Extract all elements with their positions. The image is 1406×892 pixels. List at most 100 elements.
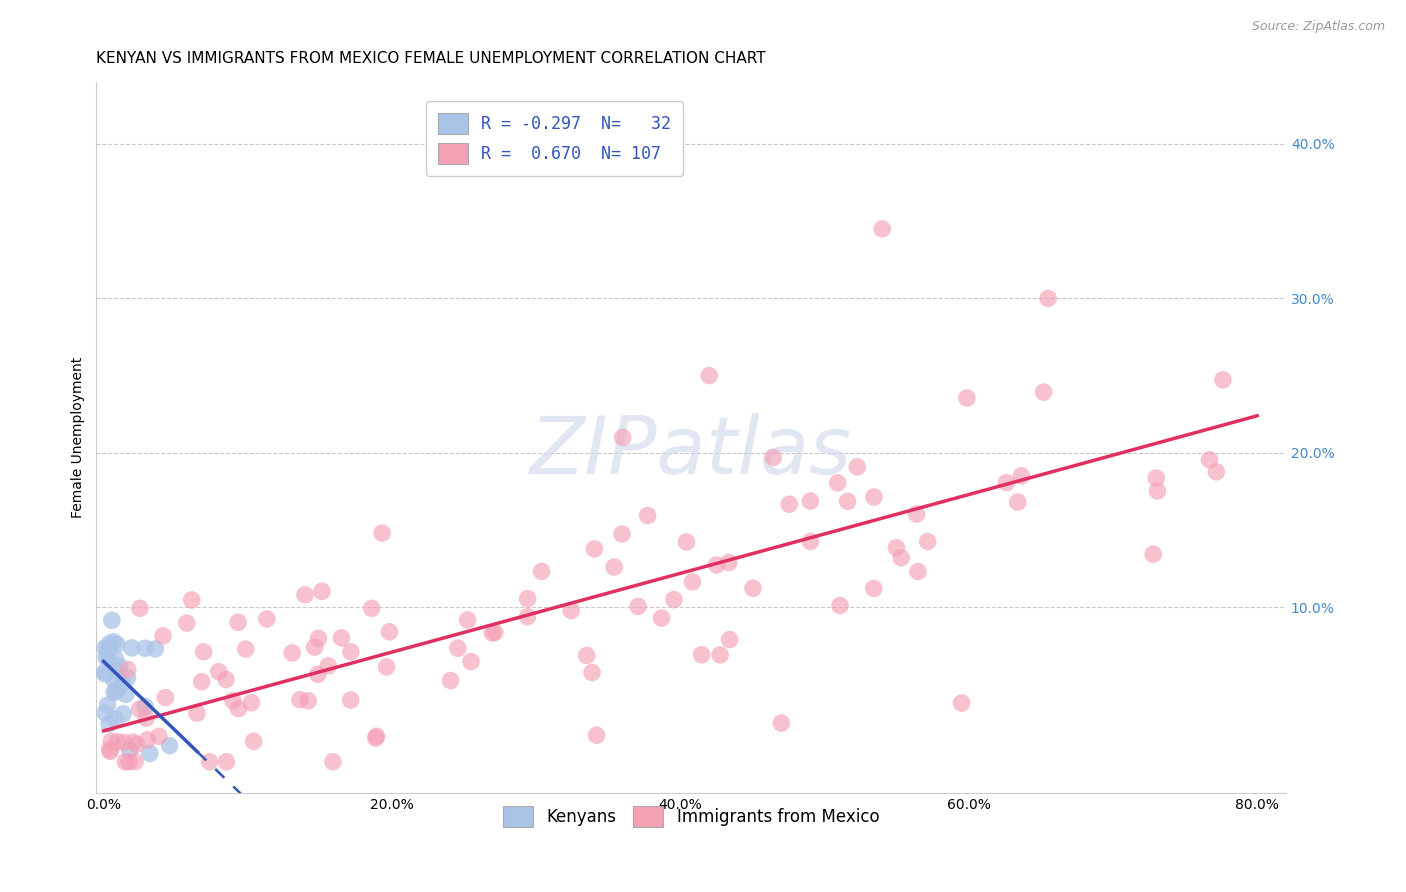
Point [297,694,319,708]
Point [176,616,198,631]
Text: Source: ZipAtlas.com: Source: ZipAtlas.com [1251,20,1385,33]
Point [717,556,740,570]
Point [118,743,141,757]
Point [117,671,139,685]
Point [778,497,800,511]
Point [662,592,685,607]
Point [870,222,893,236]
Point [103,635,125,649]
Text: ZIPatlas: ZIPatlas [530,413,852,491]
Point [890,550,912,565]
Point [288,692,311,706]
Point [308,632,330,646]
Point [439,673,461,688]
Point [125,738,148,752]
Point [697,368,720,383]
Point [516,609,538,624]
Point [917,534,939,549]
Point [112,706,135,721]
Point [190,674,212,689]
Point [581,665,603,680]
Point [121,640,143,655]
Point [193,645,215,659]
Point [316,658,339,673]
Point [447,641,470,656]
Point [799,534,821,549]
Point [145,641,167,656]
Point [97,651,120,665]
Point [256,612,278,626]
Point [124,755,146,769]
Point [101,613,124,627]
Point [610,527,633,541]
Point [1212,373,1234,387]
Point [1146,484,1168,499]
Point [112,735,135,749]
Point [1144,471,1167,485]
Point [516,591,538,606]
Point [530,565,553,579]
Point [103,685,125,699]
Point [104,684,127,698]
Point [1010,468,1032,483]
Point [846,459,869,474]
Point [222,693,245,707]
Point [1142,547,1164,561]
Point [612,430,634,444]
Point [340,645,363,659]
Point [675,535,697,549]
Point [862,582,884,596]
Point [186,706,208,721]
Point [215,755,238,769]
Point [995,475,1018,490]
Point [718,632,741,647]
Point [155,690,177,705]
Point [128,601,150,615]
Point [98,637,121,651]
Point [575,648,598,663]
Point [366,729,388,743]
Point [770,716,793,731]
Point [208,665,231,679]
Point [103,673,125,688]
Point [481,626,503,640]
Point [828,599,851,613]
Point [583,541,606,556]
Point [827,475,849,490]
Point [104,712,127,726]
Point [360,601,382,615]
Point [690,648,713,662]
Point [650,611,672,625]
Point [378,624,401,639]
Point [322,755,344,769]
Point [94,640,117,655]
Point [863,490,886,504]
Point [706,558,728,572]
Point [240,696,263,710]
Point [139,747,162,761]
Point [457,613,479,627]
Point [98,742,121,756]
Point [159,739,181,753]
Point [637,508,659,523]
Point [837,494,859,508]
Point [627,599,650,614]
Point [134,641,156,656]
Point [304,640,326,655]
Point [148,729,170,743]
Point [114,755,136,769]
Point [742,581,765,595]
Point [762,450,785,465]
Point [603,560,626,574]
Point [135,711,157,725]
Point [1036,291,1059,305]
Point [364,731,387,745]
Point [117,663,139,677]
Point [114,687,136,701]
Legend: Kenyans, Immigrants from Mexico: Kenyans, Immigrants from Mexico [496,799,886,834]
Point [1032,385,1054,400]
Point [242,734,264,748]
Point [128,702,150,716]
Point [97,642,120,657]
Point [104,651,127,665]
